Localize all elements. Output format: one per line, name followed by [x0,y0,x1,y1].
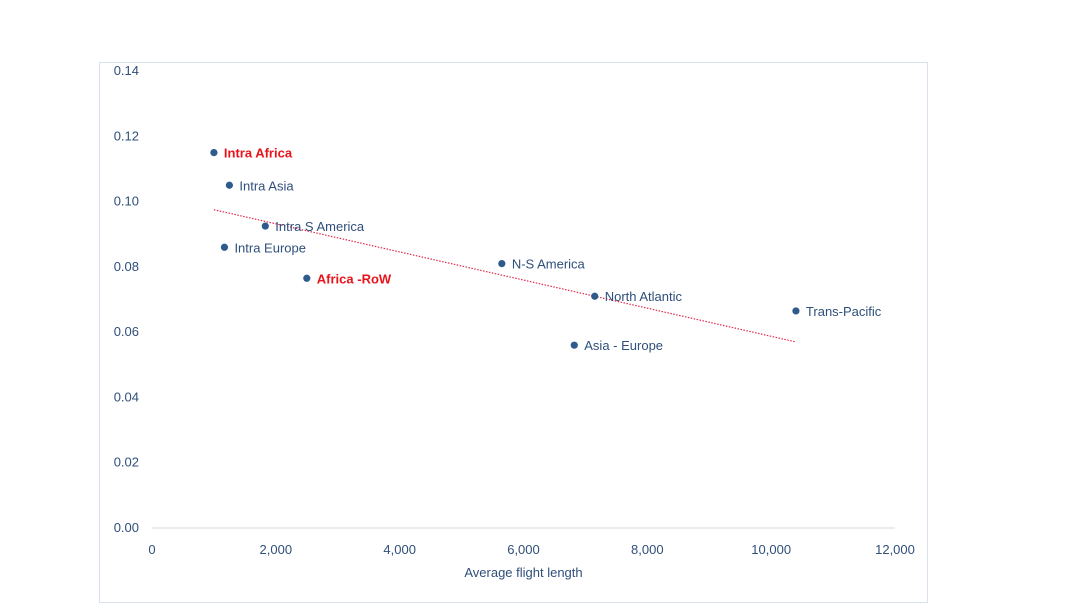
data-label: Intra S America [275,219,365,234]
data-points [210,149,800,349]
data-point [303,274,311,282]
data-label: Intra Europe [234,240,306,255]
data-point [498,259,506,268]
data-point [792,307,800,315]
data-point [225,181,233,189]
y-tick-label: 0.14 [114,63,139,78]
data-point [570,341,578,349]
data-label: Trans-Pacific [806,304,882,319]
data-label: Africa -RoW [317,271,392,286]
x-tick-label: 8,000 [631,542,664,557]
x-tick-label: 2,000 [260,542,293,557]
x-tick-label: 12,000 [875,542,915,557]
trendline-group [213,209,797,343]
data-point [220,243,229,251]
data-label: Intra Asia [239,178,294,193]
data-label: North Atlantic [605,289,683,304]
data-point [261,222,269,230]
y-tick-label: 0.10 [114,194,139,209]
y-tick-label: 0.04 [114,389,139,404]
data-point [210,149,218,157]
x-tick-label: 0 [148,542,155,557]
data-point [591,292,599,300]
y-tick-label: 0.12 [114,128,139,143]
data-label: N-S America [512,257,586,272]
y-tick-label: 0.02 [114,455,139,470]
x-tick-label: 10,000 [751,542,791,557]
y-axis: 0.00 0.02 0.04 0.06 0.08 0.10 0.12 0.14 [114,63,139,535]
data-labels: Intra Africa Intra Asia Intra S America Int… [224,146,882,354]
data-label: Asia - Europe [584,338,663,353]
y-tick-label: 0.00 [114,520,139,535]
x-axis-ticks: 0 2,000 4,000 6,000 8,000 10,000 12,000 [148,542,915,557]
x-axis-title: Average flight length [464,565,582,580]
data-label: Intra Africa [224,146,293,161]
x-tick-label: 4,000 [383,542,416,557]
y-tick-label: 0.08 [114,259,139,274]
x-tick-label: 6,000 [507,542,540,557]
y-tick-label: 0.06 [114,324,139,339]
chart-frame [99,62,928,603]
trendline [213,209,797,343]
